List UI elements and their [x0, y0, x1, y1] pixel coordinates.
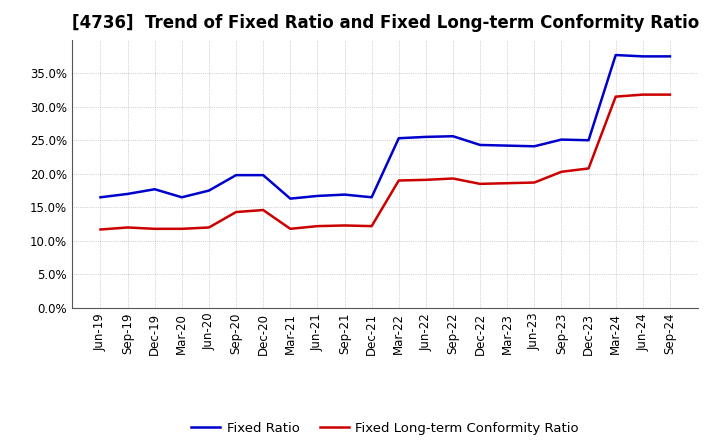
Fixed Long-term Conformity Ratio [286, 226, 294, 231]
Fixed Ratio [503, 143, 511, 148]
Fixed Ratio [530, 143, 539, 149]
Fixed Long-term Conformity Ratio [395, 178, 403, 183]
Fixed Ratio [341, 192, 349, 197]
Fixed Ratio [259, 172, 268, 178]
Fixed Long-term Conformity Ratio [421, 177, 430, 183]
Fixed Ratio [123, 191, 132, 197]
Fixed Long-term Conformity Ratio [96, 227, 105, 232]
Fixed Ratio [584, 138, 593, 143]
Fixed Ratio [395, 136, 403, 141]
Fixed Long-term Conformity Ratio [341, 223, 349, 228]
Fixed Long-term Conformity Ratio [665, 92, 674, 97]
Fixed Ratio [449, 134, 457, 139]
Fixed Ratio [421, 134, 430, 139]
Fixed Ratio [611, 52, 620, 58]
Title: [4736]  Trend of Fixed Ratio and Fixed Long-term Conformity Ratio: [4736] Trend of Fixed Ratio and Fixed Lo… [71, 15, 699, 33]
Fixed Long-term Conformity Ratio [639, 92, 647, 97]
Fixed Long-term Conformity Ratio [476, 181, 485, 187]
Fixed Ratio [96, 194, 105, 200]
Fixed Ratio [178, 194, 186, 200]
Fixed Long-term Conformity Ratio [584, 166, 593, 171]
Fixed Long-term Conformity Ratio [530, 180, 539, 185]
Fixed Long-term Conformity Ratio [259, 207, 268, 213]
Line: Fixed Long-term Conformity Ratio: Fixed Long-term Conformity Ratio [101, 95, 670, 230]
Legend: Fixed Ratio, Fixed Long-term Conformity Ratio: Fixed Ratio, Fixed Long-term Conformity … [186, 417, 584, 440]
Fixed Ratio [665, 54, 674, 59]
Fixed Long-term Conformity Ratio [232, 209, 240, 215]
Fixed Long-term Conformity Ratio [611, 94, 620, 99]
Fixed Long-term Conformity Ratio [503, 180, 511, 186]
Fixed Ratio [476, 142, 485, 147]
Fixed Long-term Conformity Ratio [123, 225, 132, 230]
Fixed Ratio [367, 194, 376, 200]
Fixed Long-term Conformity Ratio [557, 169, 566, 174]
Fixed Long-term Conformity Ratio [178, 226, 186, 231]
Fixed Ratio [232, 172, 240, 178]
Fixed Ratio [557, 137, 566, 142]
Fixed Ratio [313, 193, 322, 198]
Line: Fixed Ratio: Fixed Ratio [101, 55, 670, 198]
Fixed Ratio [286, 196, 294, 201]
Fixed Long-term Conformity Ratio [204, 225, 213, 230]
Fixed Ratio [204, 188, 213, 193]
Fixed Ratio [150, 187, 159, 192]
Fixed Long-term Conformity Ratio [367, 224, 376, 229]
Fixed Long-term Conformity Ratio [313, 224, 322, 229]
Fixed Long-term Conformity Ratio [150, 226, 159, 231]
Fixed Ratio [639, 54, 647, 59]
Fixed Long-term Conformity Ratio [449, 176, 457, 181]
